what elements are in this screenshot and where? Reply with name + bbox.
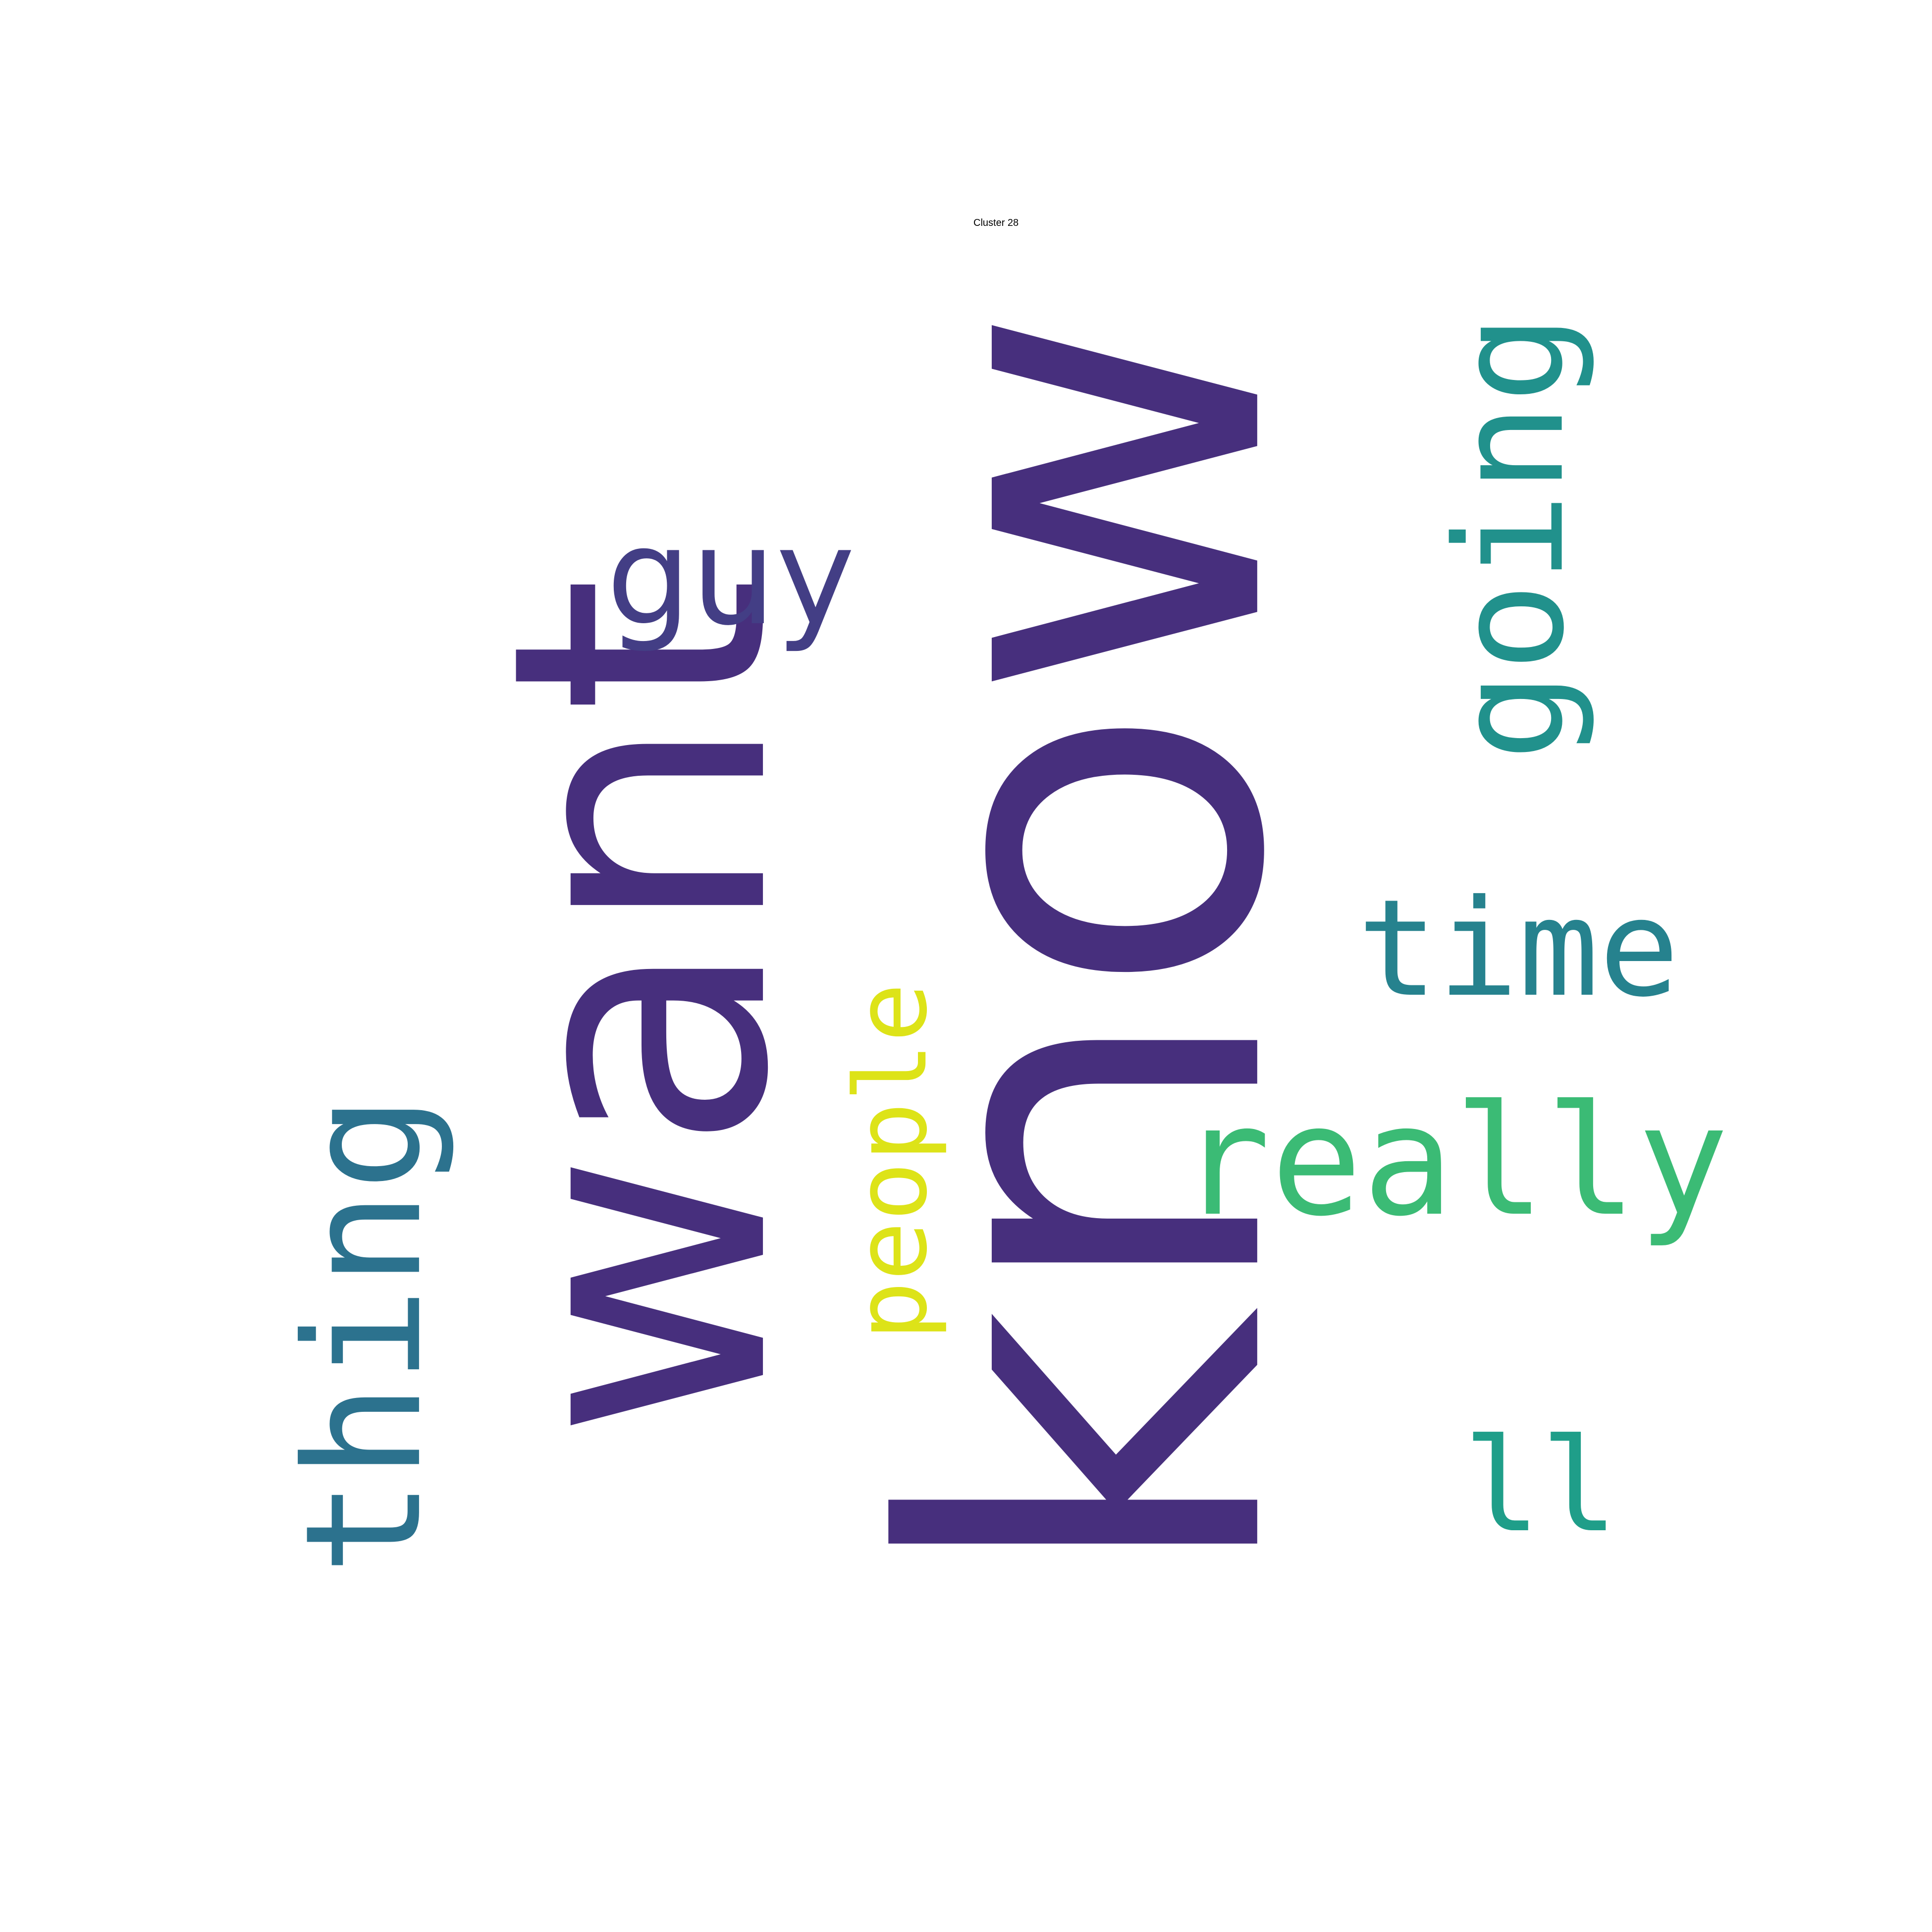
word-guy: guy <box>606 499 856 655</box>
word-going: going <box>1424 314 1597 761</box>
word-time: time <box>1357 870 1680 1026</box>
word-thing: thing <box>270 1095 457 1575</box>
word-people: people <box>834 982 949 1341</box>
word-know: know <box>806 305 1372 1588</box>
word-want: want <box>437 576 846 1441</box>
word-ll: ll <box>1463 1411 1618 1561</box>
cloud-title: Cluster 28 <box>973 217 1019 228</box>
word-really: really <box>1179 1073 1729 1250</box>
